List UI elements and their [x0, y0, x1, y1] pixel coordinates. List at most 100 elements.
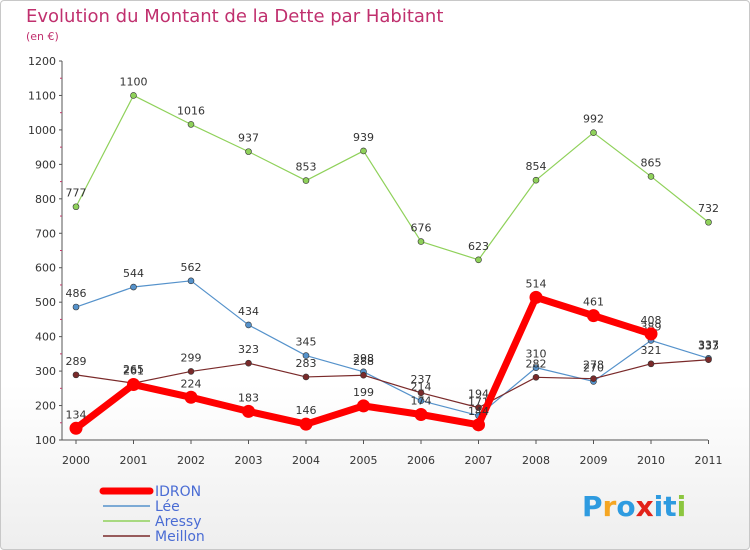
logo-letter: r — [603, 490, 617, 523]
data-label: 865 — [641, 156, 662, 169]
logo-letter: o — [616, 490, 635, 523]
y-tick-label: 1100 — [28, 89, 56, 102]
logo-letter: P — [582, 490, 603, 523]
data-point — [130, 283, 137, 291]
x-tick-label: 2003 — [235, 454, 263, 467]
data-point — [130, 92, 137, 99]
data-label: 174 — [411, 395, 432, 408]
data-point — [187, 368, 195, 375]
data-point — [360, 147, 367, 155]
chart-subtitle: (en €) — [26, 30, 59, 43]
data-point — [532, 364, 540, 371]
data-point — [302, 373, 310, 381]
data-label: 514 — [526, 277, 547, 290]
data-point — [532, 176, 540, 184]
data-point — [72, 371, 80, 379]
data-label: 224 — [181, 377, 202, 390]
series-line — [75, 94, 710, 261]
data-point — [187, 277, 195, 285]
x-tick-label: 2005 — [350, 454, 378, 467]
y-tick-label: 400 — [35, 331, 56, 344]
data-label: 270 — [583, 361, 604, 374]
data-label: 854 — [526, 160, 547, 173]
data-point — [187, 121, 195, 128]
y-tick-label: 700 — [35, 227, 56, 240]
data-label: 288 — [353, 355, 374, 368]
x-tick-label: 2011 — [695, 454, 723, 467]
legend-label-meillon: Meillon — [155, 529, 205, 545]
data-point — [475, 256, 482, 264]
logo-letter: i — [654, 490, 664, 523]
data-label: 434 — [238, 305, 259, 318]
data-label: 337 — [698, 338, 719, 351]
data-point — [417, 397, 425, 405]
x-tick-label: 2008 — [522, 454, 550, 467]
data-point — [475, 404, 482, 411]
y-tick-label: 800 — [35, 193, 56, 206]
data-label: 853 — [296, 161, 317, 174]
series-line — [75, 359, 710, 409]
data-label: 321 — [641, 344, 662, 357]
data-label: 237 — [411, 373, 432, 386]
data-label: 134 — [66, 408, 87, 421]
data-point — [72, 303, 80, 311]
data-label: 323 — [238, 343, 259, 356]
data-label: 289 — [66, 355, 87, 368]
series-meillon: 289 265 299 323 283 288 237 194 282 278 321 333 — [66, 340, 719, 411]
data-point — [705, 218, 712, 226]
data-point — [705, 356, 712, 364]
data-point — [299, 417, 313, 431]
data-label: 939 — [353, 131, 374, 144]
x-tick-label: 2000 — [62, 454, 90, 467]
x-tick-label: 2002 — [177, 454, 205, 467]
y-tick-label: 600 — [35, 262, 56, 275]
data-point — [357, 399, 370, 413]
data-label: 623 — [468, 240, 489, 253]
y-tick-label: 100 — [35, 434, 56, 447]
legend-label-aressy: Aressy — [155, 514, 202, 530]
x-tick-label: 2007 — [465, 454, 493, 467]
data-label: 265 — [123, 363, 144, 376]
data-label: 146 — [296, 404, 317, 417]
series-layer: 777 1100 1016 937 853 939 676 623 854 992 865 732 48… — [66, 75, 719, 435]
series-aressy: 777 1100 1016 937 853 939 676 623 854 992 865 732 — [66, 75, 719, 264]
y-tick-label: 500 — [35, 296, 56, 309]
data-label: 144 — [468, 405, 489, 418]
data-label: 1016 — [177, 104, 205, 117]
data-point — [644, 327, 658, 341]
data-label: 408 — [641, 314, 662, 327]
data-point — [532, 373, 540, 381]
data-label: 544 — [123, 267, 144, 280]
data-label: 183 — [238, 391, 259, 404]
y-tick-label: 1000 — [28, 124, 56, 137]
data-point — [417, 238, 425, 245]
data-label: 283 — [296, 357, 317, 370]
data-point — [647, 173, 655, 180]
data-label: 1100 — [120, 75, 148, 88]
series-idron: 134 261 224 183 146 199 174 144 514 461 408 — [66, 277, 662, 435]
data-point — [414, 408, 428, 422]
data-point — [302, 352, 310, 359]
data-label: 199 — [353, 386, 374, 399]
proxiti-logo: Proxiti — [582, 490, 686, 523]
logo-letter: x — [636, 490, 654, 523]
x-tick-label: 2010 — [637, 454, 665, 467]
x-tick-label: 2001 — [120, 454, 148, 467]
data-point — [69, 421, 83, 435]
data-point — [72, 203, 80, 211]
x-tick-label: 2009 — [580, 454, 608, 467]
data-point — [360, 371, 367, 379]
data-point — [302, 177, 310, 184]
data-point — [417, 389, 425, 397]
logo-letter: i — [677, 490, 687, 523]
data-point — [184, 390, 198, 404]
data-label: 299 — [181, 351, 202, 364]
legend-label-idron: IDRON — [155, 484, 201, 500]
data-point — [529, 290, 543, 304]
data-point — [245, 359, 252, 367]
data-label: 310 — [526, 348, 547, 361]
y-tick-label: 300 — [35, 365, 56, 378]
data-label: 298 — [353, 352, 374, 365]
